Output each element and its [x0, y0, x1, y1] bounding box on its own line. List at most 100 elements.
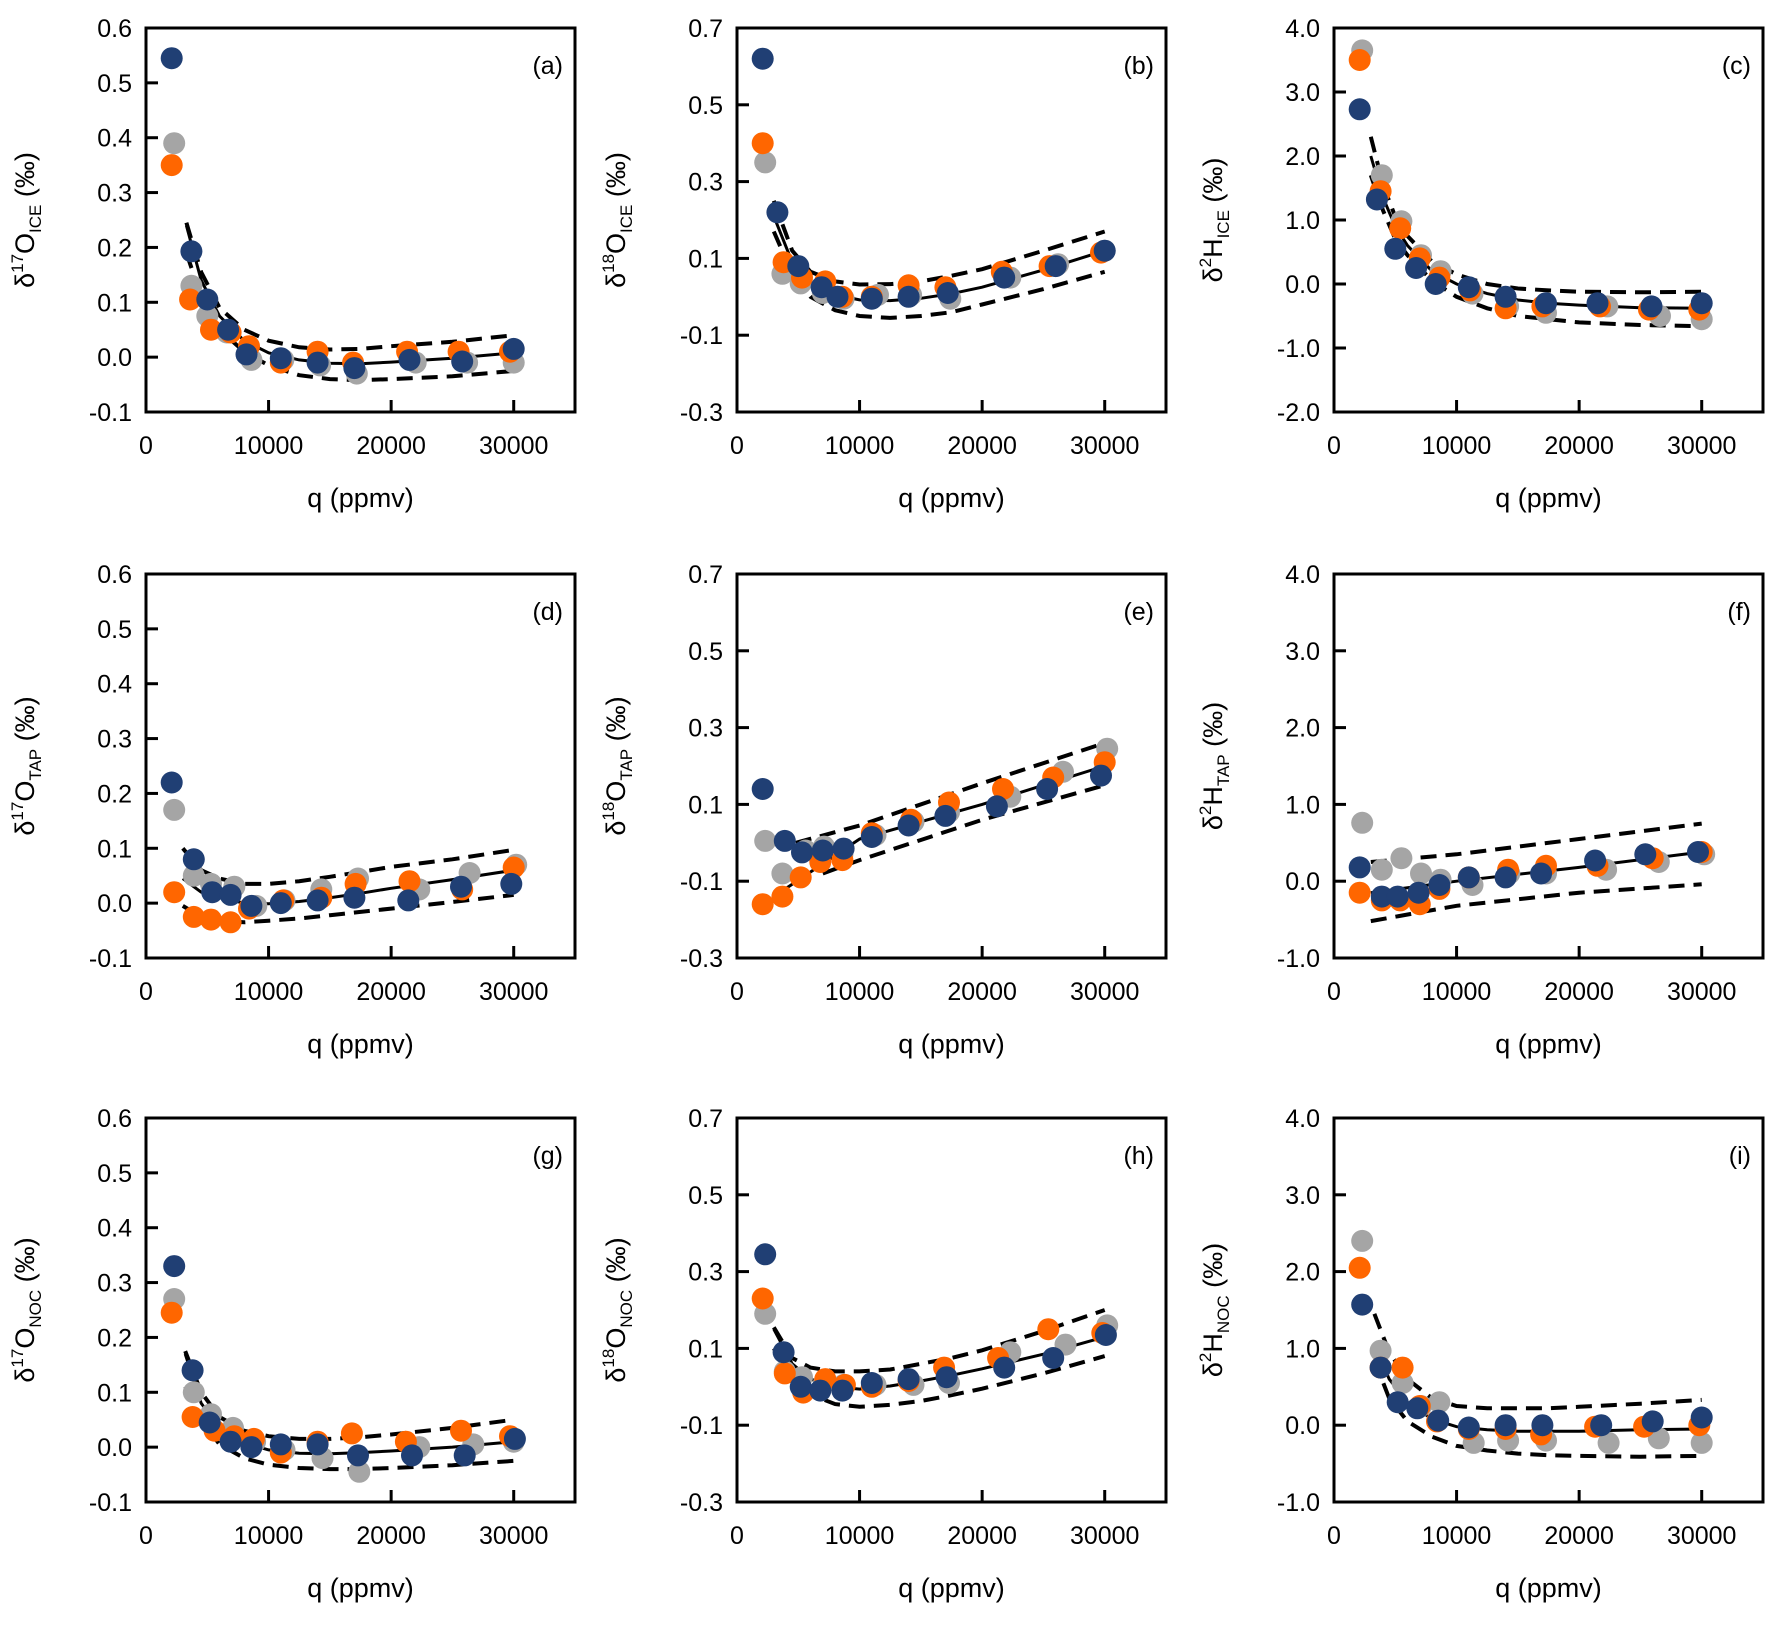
point-navy [1590, 1414, 1613, 1437]
y-tick-label: 0.7 [688, 15, 723, 43]
y-axis-label: δ18OTAP (‰) [599, 696, 636, 835]
y-tick-label: 0.3 [688, 715, 723, 743]
y-tick-label: 0.0 [97, 1434, 132, 1462]
y-axis-label: δ17ONOC (‰) [8, 1237, 45, 1382]
point-navy [1687, 841, 1709, 863]
point-gray [1597, 1431, 1620, 1454]
point-navy [860, 287, 883, 310]
point-orange [1348, 1256, 1371, 1279]
point-navy [269, 892, 292, 915]
point-navy [1348, 98, 1371, 121]
point-navy [1457, 866, 1480, 889]
panel-label: (e) [1123, 598, 1154, 626]
point-orange [163, 881, 186, 904]
point-orange [751, 132, 774, 155]
plot-frame [735, 26, 1168, 414]
point-navy [1369, 1356, 1392, 1379]
point-gray [754, 829, 777, 852]
point-navy [993, 266, 1016, 289]
x-axis-label: q (ppmv) [898, 483, 1005, 513]
x-tick-label: 10000 [825, 1522, 895, 1550]
y-tick-label: 1.0 [1285, 1335, 1320, 1363]
panel-label: (g) [532, 1142, 563, 1170]
point-orange [200, 908, 222, 931]
x-tick-label: 10000 [234, 1522, 304, 1550]
y-tick-label: -0.1 [680, 322, 723, 350]
point-navy [1370, 885, 1393, 908]
point-orange [160, 154, 183, 177]
y-tick-label: 0.5 [97, 1160, 132, 1188]
y-tick-label: 0.4 [97, 671, 132, 699]
point-navy [826, 285, 849, 308]
point-navy [1531, 1414, 1554, 1437]
lower-bound-line [1372, 1359, 1702, 1459]
lower-bound-line [184, 252, 514, 383]
plot-frame [1332, 1116, 1765, 1504]
point-navy [235, 343, 258, 366]
y-tick-label: 0.3 [688, 169, 723, 197]
y-tick-label: 0.4 [97, 1215, 132, 1243]
y-tick-label: -0.3 [680, 945, 723, 973]
point-orange [992, 778, 1014, 800]
x-tick-label: 30000 [1667, 978, 1737, 1006]
point-navy [1351, 1293, 1374, 1316]
point-gray [1647, 1427, 1670, 1450]
x-axis-label: q (ppmv) [898, 1029, 1005, 1059]
point-navy [219, 1430, 242, 1453]
y-tick-label: 0.6 [97, 1105, 132, 1133]
point-navy [1384, 237, 1407, 260]
point-navy [306, 1433, 329, 1456]
y-tick-label: 0.0 [97, 890, 132, 918]
x-tick-label: 10000 [1422, 1522, 1492, 1550]
x-tick-label: 30000 [1070, 978, 1140, 1006]
point-orange [160, 1301, 183, 1324]
y-axis-label: δ2HNOC (‰) [1196, 1243, 1233, 1377]
plot-frame [735, 1116, 1168, 1504]
point-navy [1690, 292, 1713, 315]
y-tick-label: 0.5 [688, 92, 723, 120]
y-axis-label: δ18OICE (‰) [599, 152, 636, 288]
upper-bound-line [1372, 1313, 1702, 1411]
fit-line [1369, 155, 1702, 310]
y-tick-label: 0.1 [688, 1335, 723, 1363]
y-tick-label: 3.0 [1285, 1182, 1320, 1210]
point-gray [163, 132, 186, 155]
y-tick-label: 0.1 [688, 245, 723, 273]
point-navy [1634, 843, 1657, 866]
point-gray [1391, 1372, 1414, 1394]
point-navy [789, 1375, 812, 1398]
point-navy [751, 778, 774, 800]
point-navy [306, 889, 329, 912]
y-tick-label: 0.7 [688, 1105, 723, 1133]
point-navy [1530, 862, 1553, 885]
point-navy [1036, 778, 1059, 800]
point-navy [1586, 292, 1609, 315]
y-tick-label: 0.2 [97, 1324, 132, 1352]
panel-a: -0.1 0.0 0.1 0.2 0.3 0.4 0.5 0.6 0 10000 20000 3000… [8, 15, 577, 513]
point-navy [1386, 885, 1409, 908]
point-navy [503, 1427, 526, 1450]
x-tick-label: 20000 [356, 978, 426, 1006]
point-navy [1094, 1324, 1117, 1346]
point-navy [1405, 257, 1428, 279]
x-tick-label: 30000 [479, 432, 549, 460]
point-navy [196, 288, 219, 311]
point-navy [1365, 188, 1388, 211]
point-orange [181, 1406, 204, 1428]
x-axis-label: q (ppmv) [898, 1573, 1005, 1603]
point-navy [810, 276, 833, 299]
panel-b: -0.3 -0.1 0.1 0.3 0.5 0.7 0 10000 20000 30000 q (p… [599, 15, 1168, 513]
x-tick-label: 0 [730, 1522, 744, 1550]
y-axis-label: δ18ONOC (‰) [599, 1237, 636, 1382]
y-tick-label: 0.1 [97, 835, 132, 863]
y-tick-label: -1.0 [1277, 335, 1320, 363]
panel-e: -0.3 -0.1 0.1 0.3 0.5 0.7 0 10000 20000 30000 q (p… [599, 561, 1168, 1059]
point-navy [198, 1411, 221, 1434]
point-gray [348, 1460, 371, 1483]
x-tick-label: 30000 [1070, 1522, 1140, 1550]
point-navy [1424, 273, 1447, 295]
point-navy [398, 348, 421, 371]
y-tick-label: 2.0 [1285, 1259, 1320, 1287]
point-navy [1494, 866, 1517, 889]
